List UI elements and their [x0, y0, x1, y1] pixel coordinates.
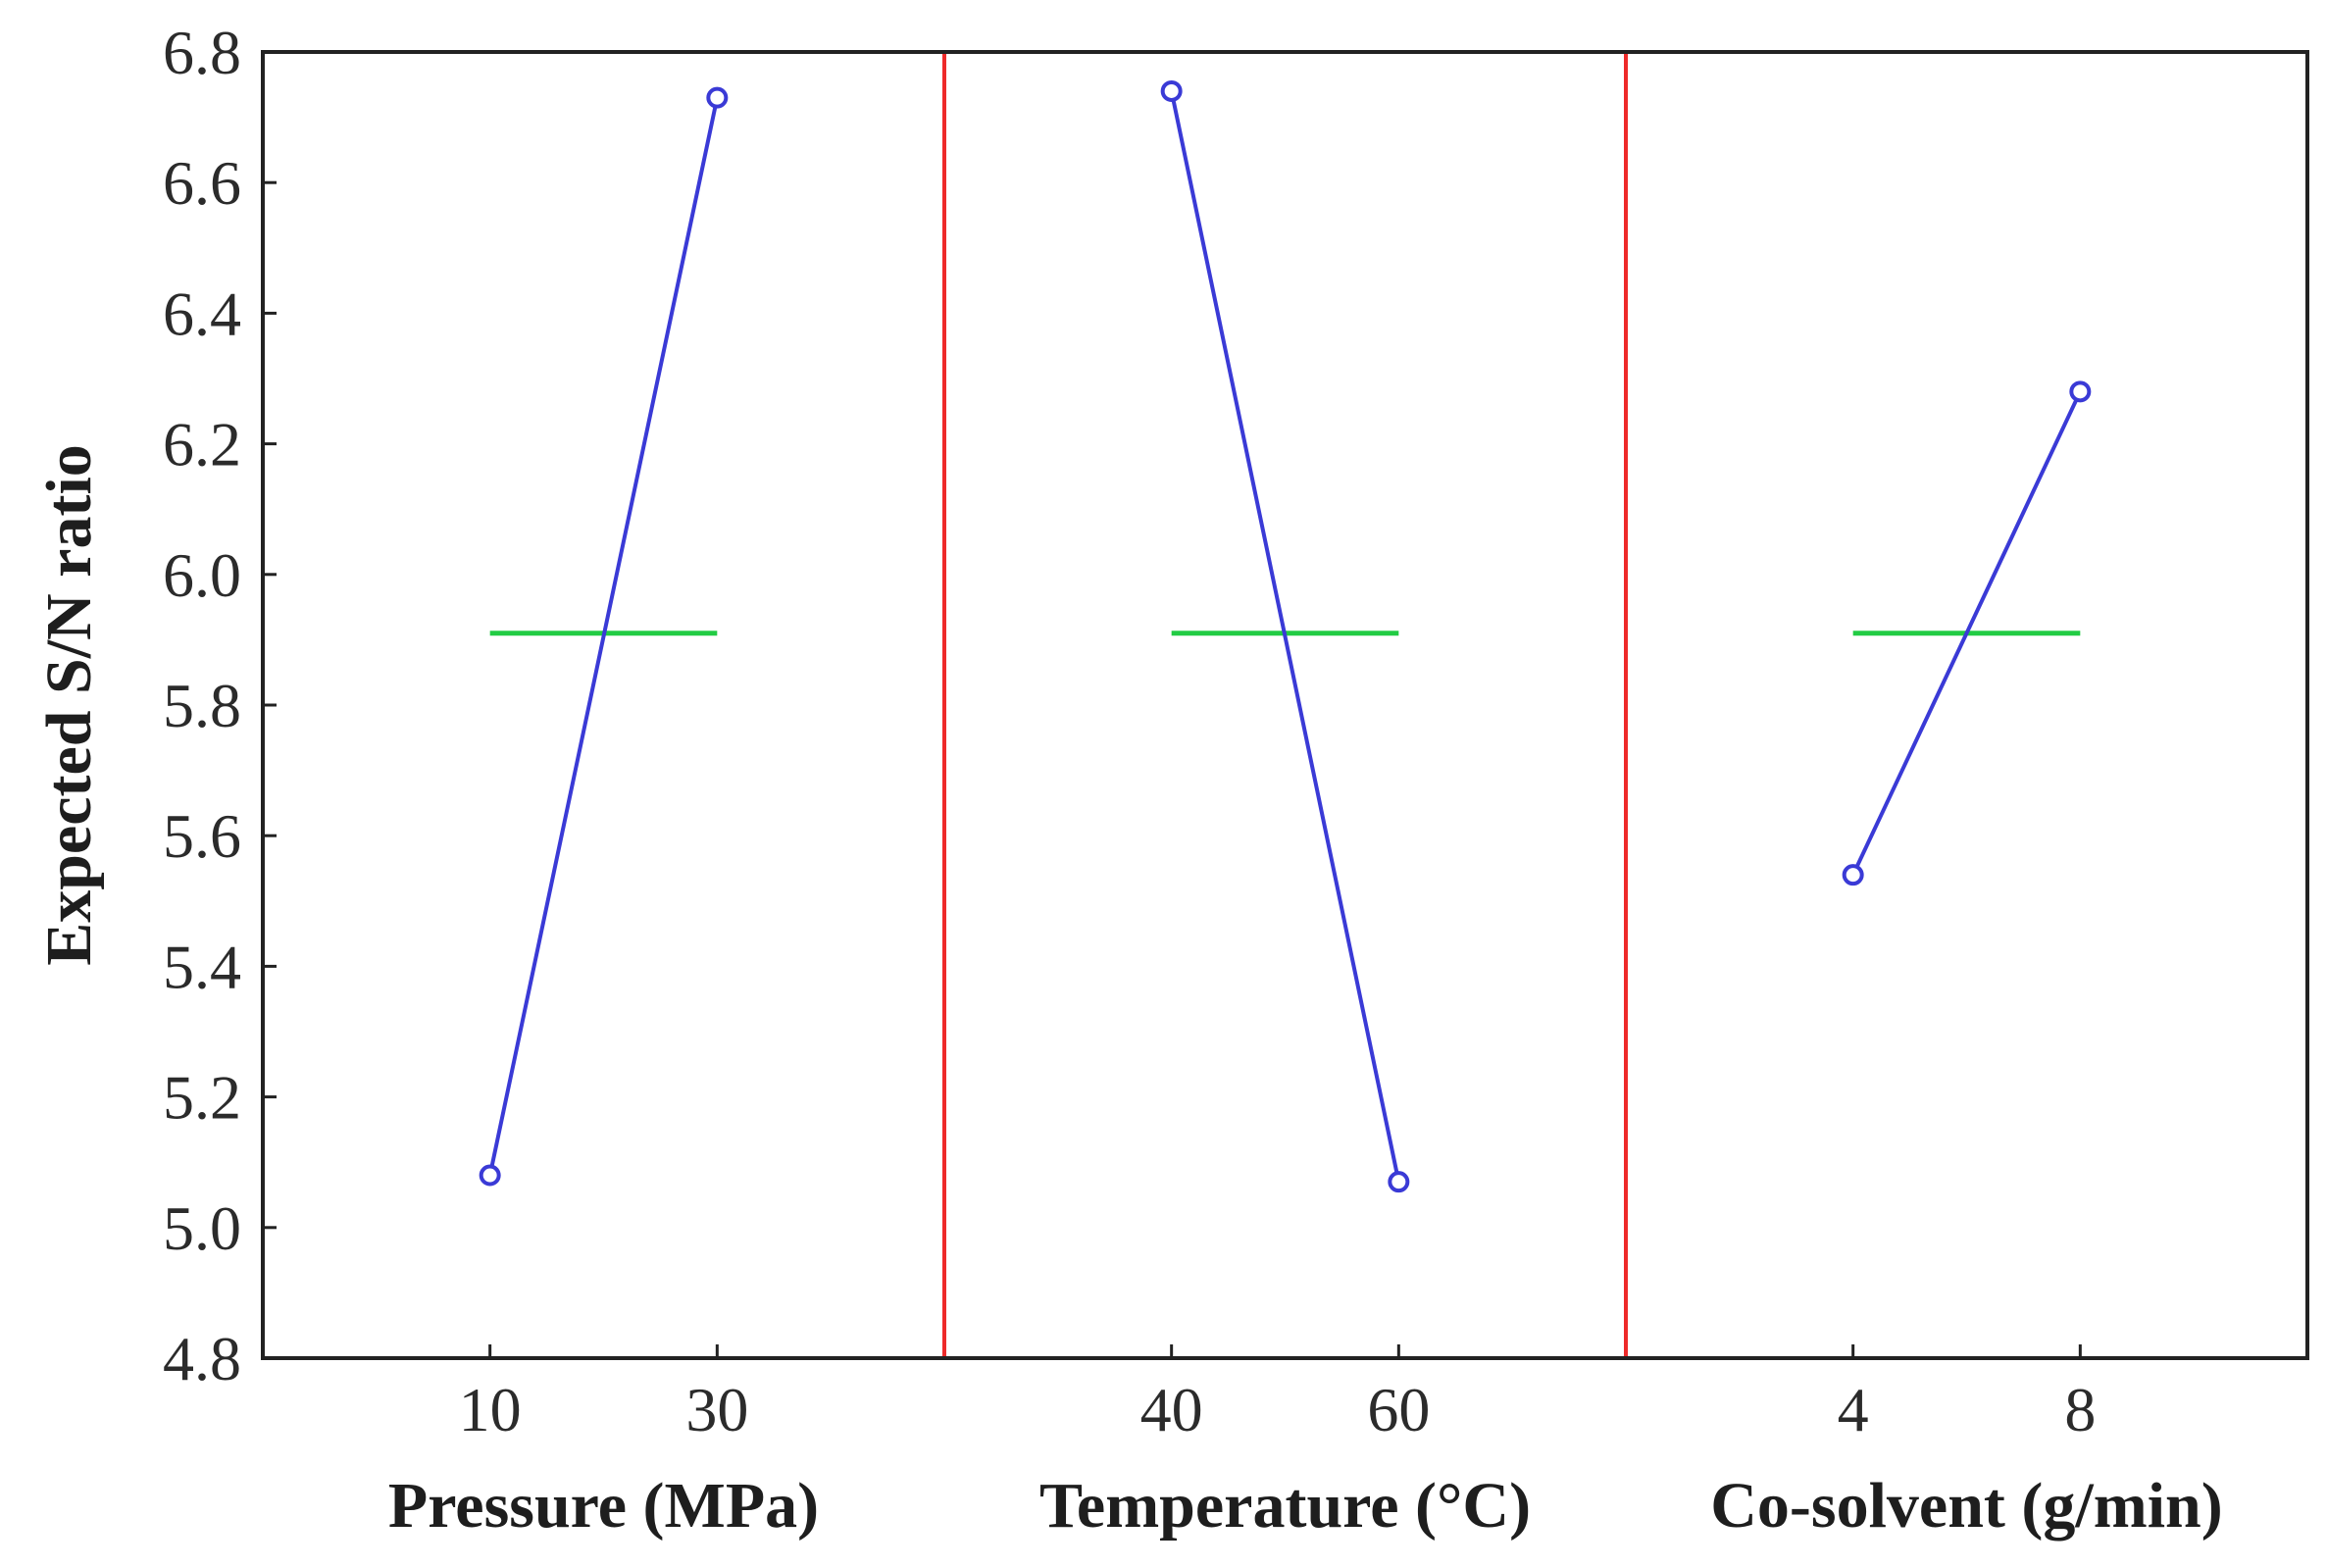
x-tick-label: 8: [2064, 1375, 2096, 1444]
y-axis-title: Expected S/N ratio: [33, 444, 105, 966]
series-line: [487, 97, 720, 1176]
y-tick-label: 6.8: [163, 18, 241, 87]
y-tick-label: 5.4: [163, 932, 241, 1001]
plot-area: [479, 52, 2092, 1358]
y-tick-label: 6.6: [163, 148, 241, 218]
data-point: [1842, 864, 1864, 886]
y-tick-label: 6.2: [163, 410, 241, 480]
data-point: [1388, 1171, 1410, 1193]
y-axis: 4.8 5.0 5.2 5.4 5.6 5.8 6.0 6.2 6.4 6.6 6.8: [163, 18, 277, 1393]
y-tick-label: 5.6: [163, 801, 241, 871]
y-tick-label: 4.8: [163, 1324, 241, 1393]
x-tick-label: 40: [1140, 1375, 1203, 1444]
x-axis-label: Pressure (MPa): [388, 1470, 819, 1542]
y-tick-label: 5.8: [163, 671, 241, 740]
y-tick-label: 5.2: [163, 1063, 241, 1133]
x-tick-label: 30: [685, 1375, 748, 1444]
y-tick-label: 5.0: [163, 1193, 241, 1263]
series-line: [1850, 390, 2083, 877]
data-point: [2069, 380, 2092, 403]
x-axis-label: Co-solvent (g/min): [1710, 1470, 2222, 1542]
x-axis-label: Temperature (°C): [1039, 1470, 1531, 1542]
y-tick-label: 6.0: [163, 540, 241, 610]
y-axis-label: Expected S/N ratio: [33, 444, 105, 966]
data-point: [479, 1164, 501, 1187]
y-tick-label: 6.4: [163, 278, 241, 348]
x-tick-label: 4: [1838, 1375, 1869, 1444]
data-point: [706, 86, 729, 109]
x-tick-label: 60: [1367, 1375, 1430, 1444]
plot-frame: [261, 50, 2309, 1360]
x-tick-label: 10: [459, 1375, 522, 1444]
series-line: [1169, 90, 1401, 1183]
x-axis: 10 30 Pressure (MPa) 40 60 Temperature (°C) 4 8…: [388, 1344, 2223, 1542]
data-point: [1160, 79, 1183, 102]
